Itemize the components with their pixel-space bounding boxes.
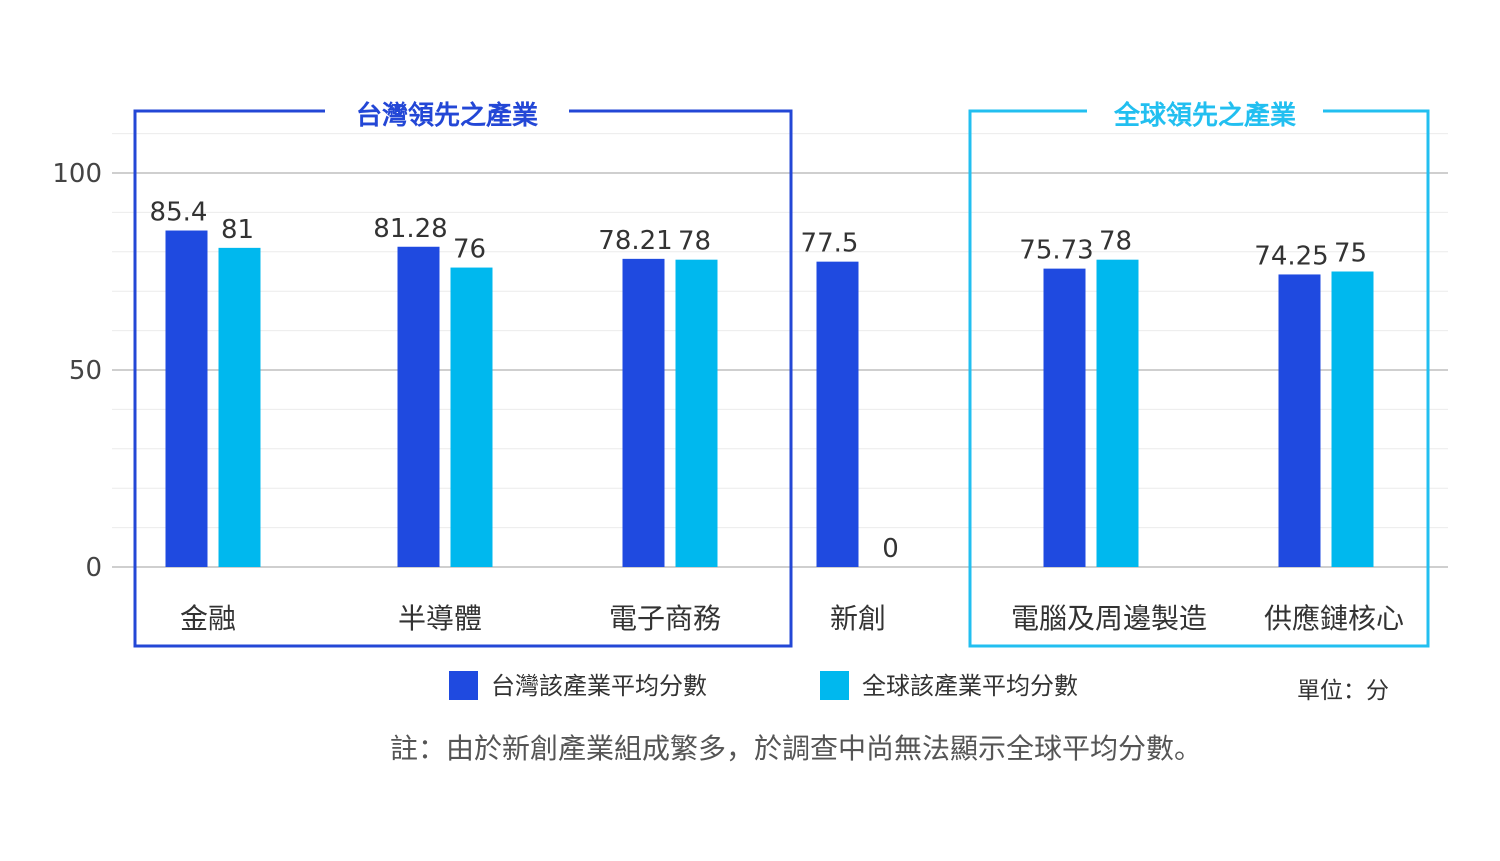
data-label: 77.5 [801,229,859,259]
x-tick-label: 金融 [180,602,236,635]
legend-swatch [449,671,478,700]
unit-label: 單位：分 [1297,678,1389,704]
data-label: 78 [678,227,711,257]
legend-swatch [820,671,849,700]
y-tick-label: 100 [52,159,102,189]
bar-taiwan [1278,274,1321,567]
data-label: 75 [1334,239,1367,269]
y-tick-label: 0 [85,553,102,583]
x-tick-label: 半導體 [398,602,482,635]
bar-global [675,259,718,567]
data-label: 78 [1099,227,1132,257]
data-label: 74.25 [1254,241,1328,271]
group-frame [968,109,1430,648]
data-label: 78.21 [598,226,672,256]
bar-taiwan [1043,268,1086,567]
legend-label: 全球該產業平均分數 [862,672,1078,700]
y-tick-label: 50 [69,356,102,386]
bar-global [1331,271,1374,567]
bar-global [1096,259,1139,567]
bar-taiwan [397,246,440,567]
data-label: 75.73 [1019,236,1093,266]
data-label: 85.4 [150,198,208,228]
x-tick-label: 新創 [830,602,886,635]
bar-taiwan [622,258,665,567]
bar-global [450,267,493,567]
data-label: 81 [221,215,254,245]
data-label: 0 [882,534,899,564]
group-label: 台灣領先之產業 [356,100,538,131]
bar-global [218,247,261,568]
x-tick-label: 電腦及周邊製造 [1011,602,1207,635]
group-label: 全球領先之產業 [1113,100,1296,131]
data-label: 81.28 [373,214,447,244]
legend-label: 台灣該產業平均分數 [491,672,707,700]
group-frame [133,109,793,648]
bar-taiwan [816,261,859,567]
x-tick-label: 供應鏈核心 [1264,602,1404,635]
bar-taiwan [165,230,208,568]
data-label: 76 [453,235,486,265]
x-tick-label: 電子商務 [609,602,721,635]
note-text: 註：由於新創產業組成繁多，於調查中尚無法顯示全球平均分數。 [390,732,1202,765]
